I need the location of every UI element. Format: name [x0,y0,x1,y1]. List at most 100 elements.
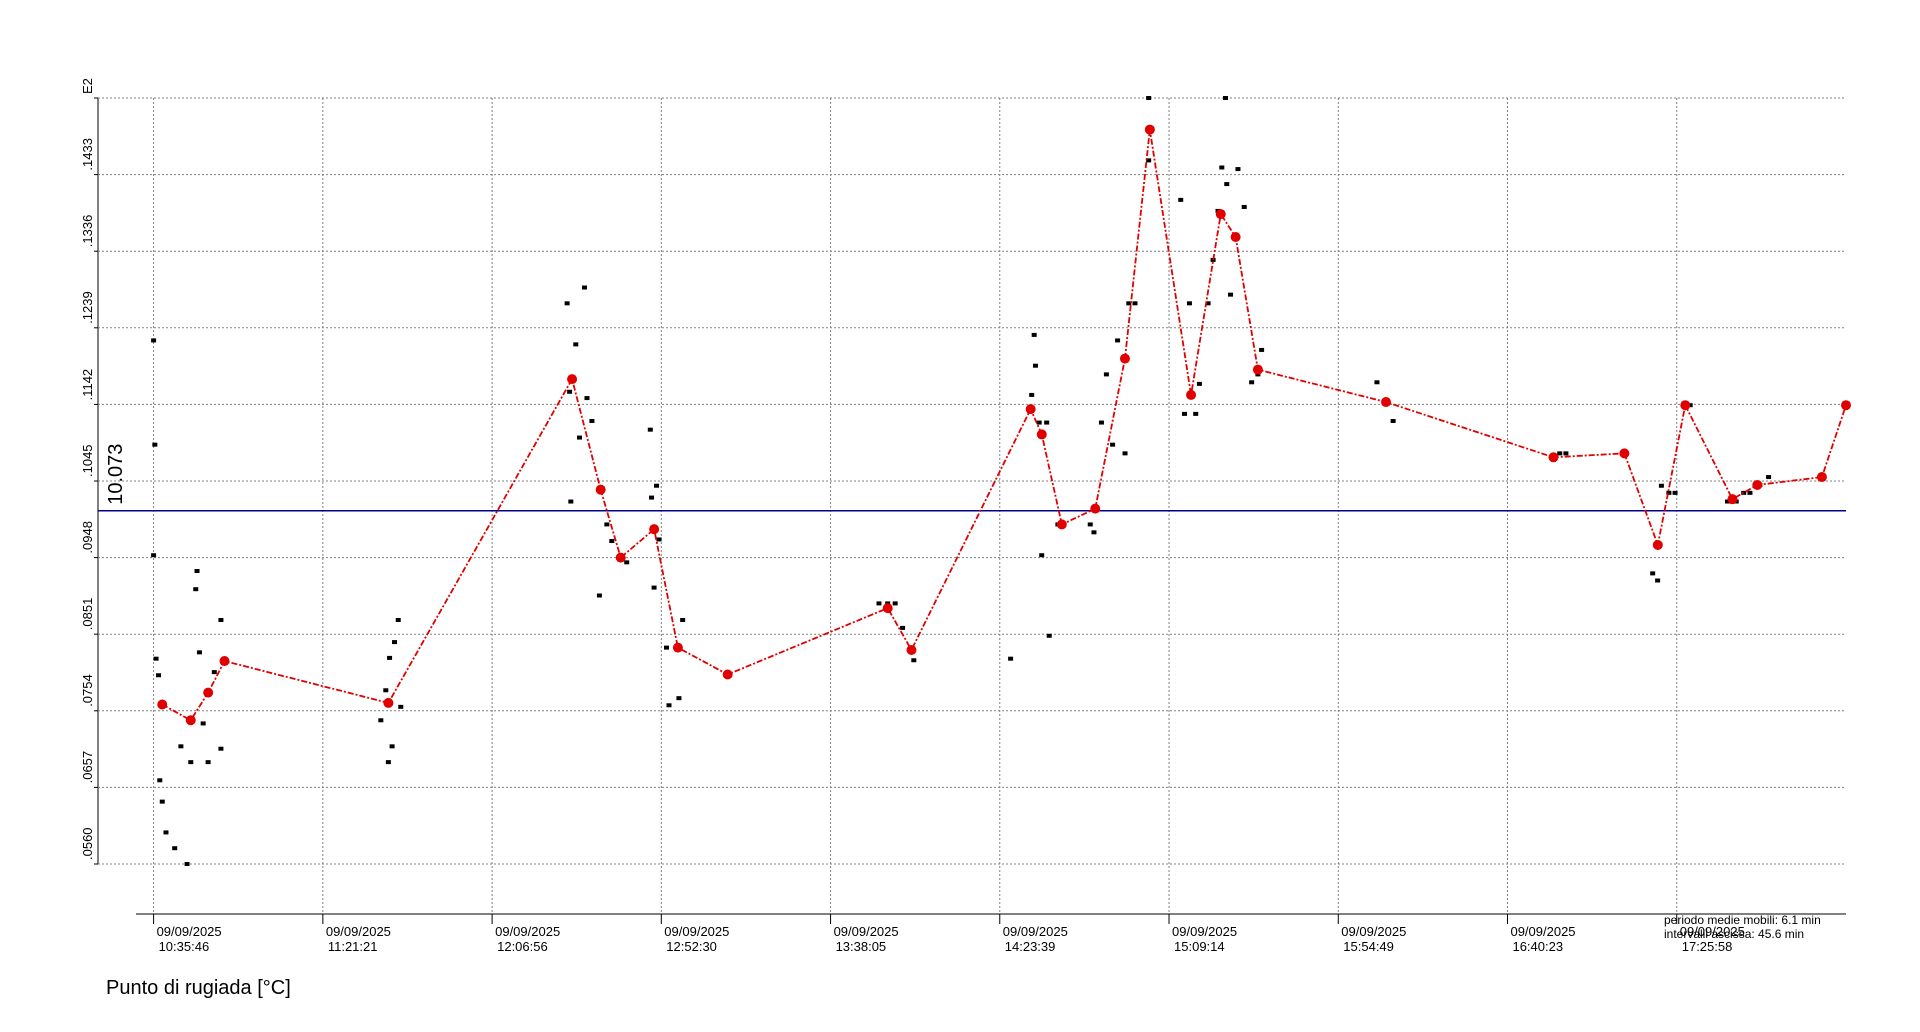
raw-point [604,522,610,527]
raw-point [1132,301,1138,306]
moving-average-point [219,656,230,667]
raw-point [1224,182,1230,187]
raw-point [378,718,384,723]
raw-point [1032,363,1038,368]
raw-point [596,593,602,598]
raw-point [1146,96,1152,100]
raw-point [200,721,206,726]
moving-average-point [383,697,394,708]
moving-average-point [672,642,683,653]
moving-average-point [1727,494,1738,505]
y-tick-label: .1045 [80,444,95,477]
raw-point [387,655,393,660]
moving-average-point [722,669,733,680]
x-tick-label: 17:25:58 [1682,939,1733,954]
raw-point [1193,411,1199,416]
moving-average-point [1619,448,1630,459]
raw-point [656,537,662,542]
raw-point [1658,483,1664,488]
raw-point [1103,372,1109,377]
moving-average-point [1119,353,1130,364]
raw-point [1374,380,1380,385]
note: periodo medie mobili: 6.1 min [1664,913,1821,927]
raw-point [1655,578,1661,583]
x-tick-label: 09/09/2025 [1172,924,1237,939]
moving-average-point [1144,124,1155,135]
x-tick-label: 12:52:30 [666,939,717,954]
moving-average-point [1252,364,1263,375]
x-tick-label: 09/09/2025 [157,924,222,939]
raw-point [582,285,588,290]
y-tick-label: .1433 [80,138,95,171]
moving-average-point [882,603,893,614]
moving-average-point [1056,519,1067,530]
y-tick-label: .0851 [80,598,95,631]
raw-point [876,601,882,606]
raw-point [680,617,686,622]
raw-point [1126,301,1132,306]
raw-point [564,301,570,306]
raw-point [152,442,158,447]
raw-point [172,846,178,851]
raw-point [1390,418,1396,423]
raw-point [194,569,200,574]
y-tick-label: .0560 [80,827,95,860]
raw-point [676,696,682,701]
moving-average-point [1025,404,1036,415]
raw-point [159,799,165,804]
raw-point [178,744,184,749]
raw-point [1557,451,1563,456]
raw-point [1563,451,1569,456]
moving-average-point [1036,429,1047,440]
raw-point [157,778,163,783]
x-tick-label: 09/09/2025 [495,924,560,939]
raw-point [647,427,653,432]
y-tick-label: E2 [80,78,95,94]
raw-point [1650,571,1656,576]
note: intervalli ascissa: 45.6 min [1664,927,1804,941]
raw-point [193,587,199,592]
x-tick-label: 13:38:05 [836,939,887,954]
moving-average-point [595,484,606,495]
raw-point [568,499,574,504]
raw-point [1241,204,1247,209]
x-tick-label: 15:54:49 [1343,939,1394,954]
x-tick-label: 10:35:46 [159,939,210,954]
raw-point [1029,392,1035,397]
raw-point [1098,420,1104,425]
raw-point [900,625,906,630]
x-tick-label: 09/09/2025 [1341,924,1406,939]
x-tick-label: 16:40:23 [1512,939,1563,954]
raw-point [609,539,615,544]
x-tick-label: 09/09/2025 [1680,924,1745,939]
y-tick-label: .0948 [80,521,95,554]
x-tick-label: 09/09/2025 [834,924,899,939]
moving-average-point [157,699,168,710]
moving-average-line [161,129,1847,722]
raw-point [892,601,898,606]
raw-point [1110,442,1116,447]
raw-point [1046,633,1052,638]
y-tick-label: .0657 [80,751,95,784]
reference-label: 10.073 [105,444,127,505]
raw-point [1087,522,1093,527]
raw-point [664,645,670,650]
raw-point [1008,656,1014,661]
raw-point [184,862,190,866]
raw-point [218,617,224,622]
raw-point [151,338,157,343]
x-tick-label: 09/09/2025 [664,924,729,939]
x-tick-label: 11:21:21 [328,939,378,954]
raw-point [911,658,917,663]
raw-point [188,760,194,765]
x-tick-label: 12:06:56 [497,939,548,954]
moving-average-point [1841,400,1851,411]
raw-point [1223,96,1229,100]
raw-point [654,483,660,488]
moving-average-point [1090,503,1101,514]
raw-point [1122,451,1128,456]
moving-average-point [1752,479,1763,490]
y-tick-label: .0754 [80,674,95,707]
raw-point [389,744,395,749]
